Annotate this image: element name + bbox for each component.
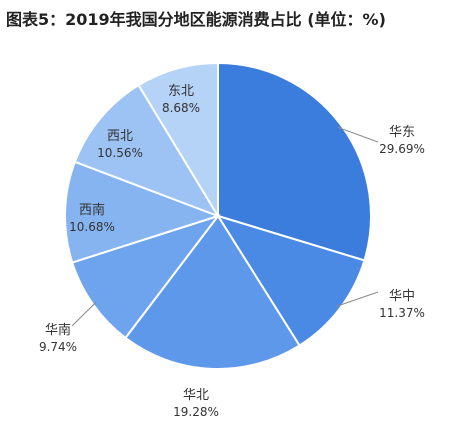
pie-slice-1 — [217, 61, 372, 262]
leader-line-1 — [337, 126, 379, 143]
leader-line-4 — [71, 301, 97, 327]
slice-label-2: 华中 — [389, 289, 415, 304]
slice-label-1: 华东 — [389, 125, 415, 140]
slice-label-5: 西南 — [79, 202, 105, 218]
slice-value-label-1: 29.69% — [379, 142, 425, 156]
pie-slice-7 — [137, 61, 219, 220]
slice-value-label-3: 19.28% — [173, 405, 219, 419]
slice-label-4: 华南 — [45, 322, 71, 338]
slice-label-7: 东北 — [168, 84, 194, 99]
slice-label-6: 西北 — [107, 129, 133, 144]
slice-label-3: 华北 — [183, 388, 209, 403]
pie-slice-6 — [73, 83, 221, 218]
pie-slice-2 — [215, 214, 366, 347]
slice-value-label-5: 10.68% — [69, 220, 115, 234]
leader-line-2 — [336, 291, 379, 307]
pie-slice-3 — [124, 214, 301, 370]
pie-slice-4 — [70, 214, 221, 340]
slice-value-label-6: 10.56% — [97, 146, 143, 160]
chart-title: 图表5：2019年我国分地区能源消费占比 (单位：%) — [6, 10, 386, 29]
slice-value-label-7: 8.68% — [162, 101, 200, 115]
pie-slice-5 — [64, 160, 222, 264]
slice-value-label-2: 11.37% — [379, 306, 425, 320]
leader-lines — [71, 126, 379, 327]
pie-slices — [64, 61, 372, 370]
slice-labels: 华东 29.69% 华中 11.37% 华北 19.28% 华南 9.74% 西南 10.68% 西… — [39, 84, 425, 419]
slice-value-label-4: 9.74% — [39, 340, 77, 354]
